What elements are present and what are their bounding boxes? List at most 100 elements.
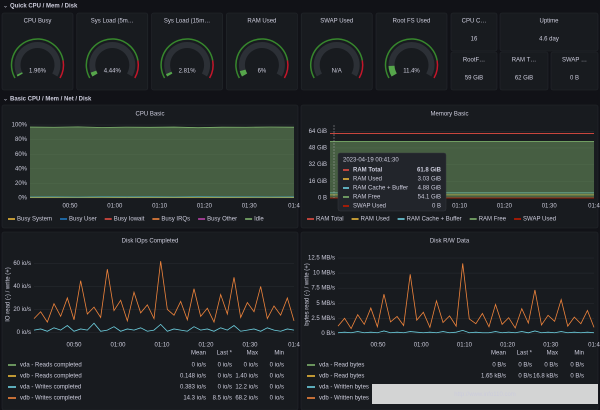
y-tick-label: 0 B/s <box>321 331 335 337</box>
y-tick-label: 60% <box>15 152 28 158</box>
legend-label[interactable]: vda - Reads completed <box>20 363 82 369</box>
stat-value: 62 GiB <box>515 76 533 82</box>
legend-label[interactable]: RAM Cache + Buffer <box>407 217 462 223</box>
x-tick-label: 01:4 <box>588 343 600 349</box>
panel <box>450 12 498 52</box>
gauge-threshold <box>358 60 364 79</box>
legend-column-header[interactable]: Min <box>574 351 584 357</box>
legend-value: 0 io/s <box>218 374 232 380</box>
legend-value: 0.383 io/s <box>180 385 206 391</box>
legend-label[interactable]: vda - Written bytes <box>319 385 369 391</box>
series-line <box>337 329 595 334</box>
stat-value: 0 B <box>570 76 579 82</box>
panel-title[interactable]: CPU Basic <box>135 112 164 118</box>
row-toggle: ⌄ <box>3 4 8 10</box>
tooltip-label: SWAP Used <box>353 204 386 210</box>
panel <box>300 231 599 410</box>
legend-value: 0 io/s <box>218 363 232 369</box>
y-tick-label: 80% <box>15 137 28 143</box>
y-tick-label: 10 MB/s <box>313 271 335 277</box>
gauge-track <box>164 42 211 77</box>
legend-value: 0 io/s <box>270 385 284 391</box>
legend-label[interactable]: vda - Read bytes <box>319 363 364 369</box>
row-title[interactable]: Quick CPU / Mem / Disk <box>10 4 78 10</box>
gauge-threshold <box>85 38 139 79</box>
legend-swatch <box>469 218 477 220</box>
legend-label[interactable]: SWAP Used <box>523 217 556 223</box>
legend-label[interactable]: vdb - Read bytes <box>319 374 364 380</box>
legend-value: 1.65 kB/s <box>481 374 506 380</box>
legend-column-header[interactable]: Min <box>274 351 284 357</box>
gauge-threshold <box>283 60 289 79</box>
legend-label[interactable]: Busy Iowait <box>114 217 145 223</box>
tooltip-value: 0 B <box>432 204 441 210</box>
stat-title: RAM T… <box>512 58 537 64</box>
gauge-value-label: 4.44% <box>104 69 122 75</box>
x-tick-label: 01:4 <box>588 204 600 210</box>
legend-label[interactable]: vdb - Reads completed <box>20 374 82 380</box>
y-tick-label: 2.5 MB/s <box>311 316 335 322</box>
gauge-title: SWAP Used <box>320 19 353 25</box>
legend-value: 68.2 io/s <box>235 396 258 402</box>
row-title[interactable]: Basic CPU / Mem / Net / Disk <box>10 97 92 103</box>
stat-title: SWAP … <box>562 58 587 64</box>
tooltip-label: RAM Used <box>353 177 382 183</box>
y-tick-label: 100% <box>12 123 28 129</box>
tooltip-value: 61.8 GiB <box>417 168 442 174</box>
legend-value: 0 io/s <box>270 374 284 380</box>
legend-column-header[interactable]: Max <box>547 351 558 357</box>
legend-label[interactable]: vdb - Writes completed <box>20 396 81 402</box>
legend-column-header[interactable]: Mean <box>491 351 506 357</box>
legend-swatch <box>104 218 112 220</box>
legend-value: 14.3 io/s <box>183 396 206 402</box>
panel <box>1 231 299 410</box>
gauge-value-label: 11.4% <box>403 69 420 75</box>
legend-column-header[interactable]: Last * <box>217 351 233 357</box>
legend-value: 0 B/s <box>518 363 532 369</box>
gauge-title: CPU Busy <box>24 19 52 25</box>
legend-label[interactable]: RAM Used <box>361 217 390 223</box>
y-tick-label: 12.5 MB/s <box>308 256 335 262</box>
x-tick-label: 01:30 <box>242 343 258 349</box>
legend-swatch <box>8 364 16 366</box>
y-tick-label: 5 MB/s <box>316 301 335 307</box>
x-tick-label: 01:00 <box>107 204 123 210</box>
panel-title[interactable]: Disk IOps Completed <box>122 239 179 245</box>
gauge-value-label: 2.81% <box>179 69 197 75</box>
axis-label: IO read (-) / write (+) <box>6 267 12 322</box>
legend-label[interactable]: Busy IRQs <box>161 217 190 223</box>
legend-value: 1.40 io/s <box>235 374 258 380</box>
series-line <box>33 322 295 332</box>
legend-swatch <box>307 386 315 388</box>
legend-swatch <box>514 218 522 220</box>
gauge-threshold <box>235 38 289 79</box>
y-tick-label: 20 io/s <box>13 307 31 313</box>
gauge-value-arc <box>239 69 248 77</box>
tooltip <box>337 152 447 212</box>
legend-label[interactable]: Busy User <box>69 217 97 223</box>
legend-label[interactable]: RAM Free <box>479 217 507 223</box>
legend-label[interactable]: Busy Other <box>207 217 237 223</box>
legend-column-header[interactable]: Max <box>247 351 258 357</box>
gauge-track <box>388 42 435 77</box>
legend-label[interactable]: vda - Writes completed <box>20 385 81 391</box>
legend-swatch <box>60 218 68 220</box>
legend-value: 12.2 io/s <box>235 385 258 391</box>
legend-value: 0 io/s <box>270 363 284 369</box>
legend-column-header[interactable]: Last * <box>517 351 533 357</box>
legend-swatch <box>152 218 160 220</box>
legend-value: 0 io/s <box>192 363 206 369</box>
legend-swatch <box>307 218 314 220</box>
legend-label[interactable]: RAM Total <box>316 217 344 223</box>
gauge-value-label: 1.96% <box>29 69 47 75</box>
panel-title[interactable]: Memory Basic <box>430 112 468 118</box>
y-tick-label: 7.5 MB/s <box>311 286 335 292</box>
legend-label[interactable]: Busy System <box>17 217 52 223</box>
legend-label[interactable]: Idle <box>254 217 264 223</box>
legend-label[interactable]: vdb - Written bytes <box>319 396 369 402</box>
panel-title[interactable]: Disk R/W Data <box>430 239 470 245</box>
legend-column-header[interactable]: Mean <box>191 351 206 357</box>
gauge-threshold <box>309 38 364 79</box>
